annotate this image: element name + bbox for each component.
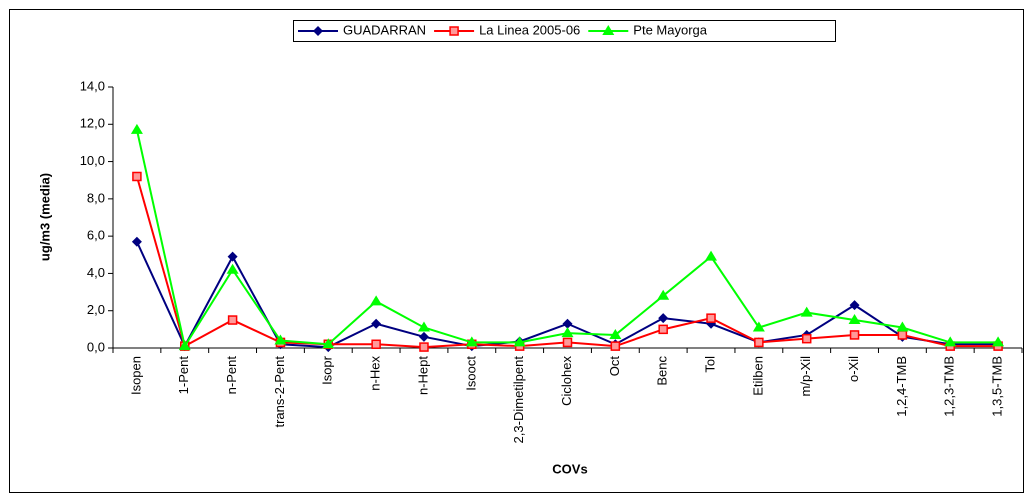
marker [132,171,142,182]
marker [657,289,670,300]
marker [752,321,765,332]
chart-border [9,9,1024,493]
x-tick-label: 2,3-Dimetilpent [511,356,526,444]
y-axis-title: ug/m3 (media) [37,173,52,261]
marker [178,340,191,351]
marker [658,324,668,335]
marker [465,336,478,347]
y-tick-label: 12,0 [80,116,105,131]
marker [849,300,860,311]
marker [705,250,718,261]
marker [449,26,459,36]
marker [992,336,1005,347]
x-tick-label: 1,2,3-TMB [942,356,957,417]
x-tick-label: Etilben [750,356,765,396]
marker [227,251,238,262]
marker [658,313,669,324]
x-tick-label: 1,2,4-TMB [894,356,909,417]
marker [226,263,239,274]
x-tick-label: n-Hex [368,356,383,391]
marker [513,336,526,347]
x-tick-label: Isopr [320,355,335,385]
marker [562,337,573,348]
x-tick-label: Benc [655,356,670,386]
marker [371,339,381,350]
marker [897,330,908,340]
marker [800,306,813,317]
marker [419,342,429,352]
y-tick-label: 2,0 [87,302,105,317]
marker [602,25,615,35]
marker [130,123,143,134]
marker [313,26,323,36]
marker [706,313,716,323]
marker [609,328,622,339]
marker [944,336,957,347]
y-tick-label: 4,0 [87,265,105,280]
legend-label: Pte Mayorga [633,22,707,37]
marker [754,337,764,348]
y-tick-label: 10,0 [80,153,105,168]
marker [801,333,812,344]
x-tick-label: n-Hept [415,356,430,395]
y-tick-label: 0,0 [87,339,105,354]
marker [896,321,909,332]
x-tick-label: n-Pent [224,356,239,395]
marker [370,295,383,306]
marker [418,331,429,342]
x-tick-label: Tol [702,356,717,373]
marker [610,341,621,351]
legend: GUADARRAN La Linea 2005-06 Pte Mayorga [293,20,836,42]
marker [417,321,430,332]
x-tick-label: 1-Pent [176,356,191,395]
marker [274,334,287,345]
marker [562,318,573,329]
legend-box [293,20,836,42]
marker [131,236,142,247]
x-tick-label: Isopen [128,356,143,395]
marker [848,314,861,325]
y-tick-label: 6,0 [87,228,105,243]
marker [561,327,574,338]
x-tick-label: Ciclohex [559,356,574,406]
legend-label: GUADARRAN [343,22,426,37]
y-tick-label: 8,0 [87,190,105,205]
x-tick-label: 1,3,5-TMB [990,356,1005,417]
x-tick-label: Isooct [463,356,478,391]
y-tick-label: 14,0 [80,78,105,93]
marker [227,315,238,325]
legend-label: La Linea 2005-06 [479,22,580,37]
marker [371,318,382,329]
marker [322,338,335,349]
x-tick-label: o-Xil [846,356,861,382]
x-tick-label: Oct [607,356,622,377]
marker [849,330,860,340]
x-axis-title: COVs [552,461,587,476]
x-tick-label: m/p-Xil [798,356,813,397]
x-tick-label: trans-2-Pent [272,356,287,428]
